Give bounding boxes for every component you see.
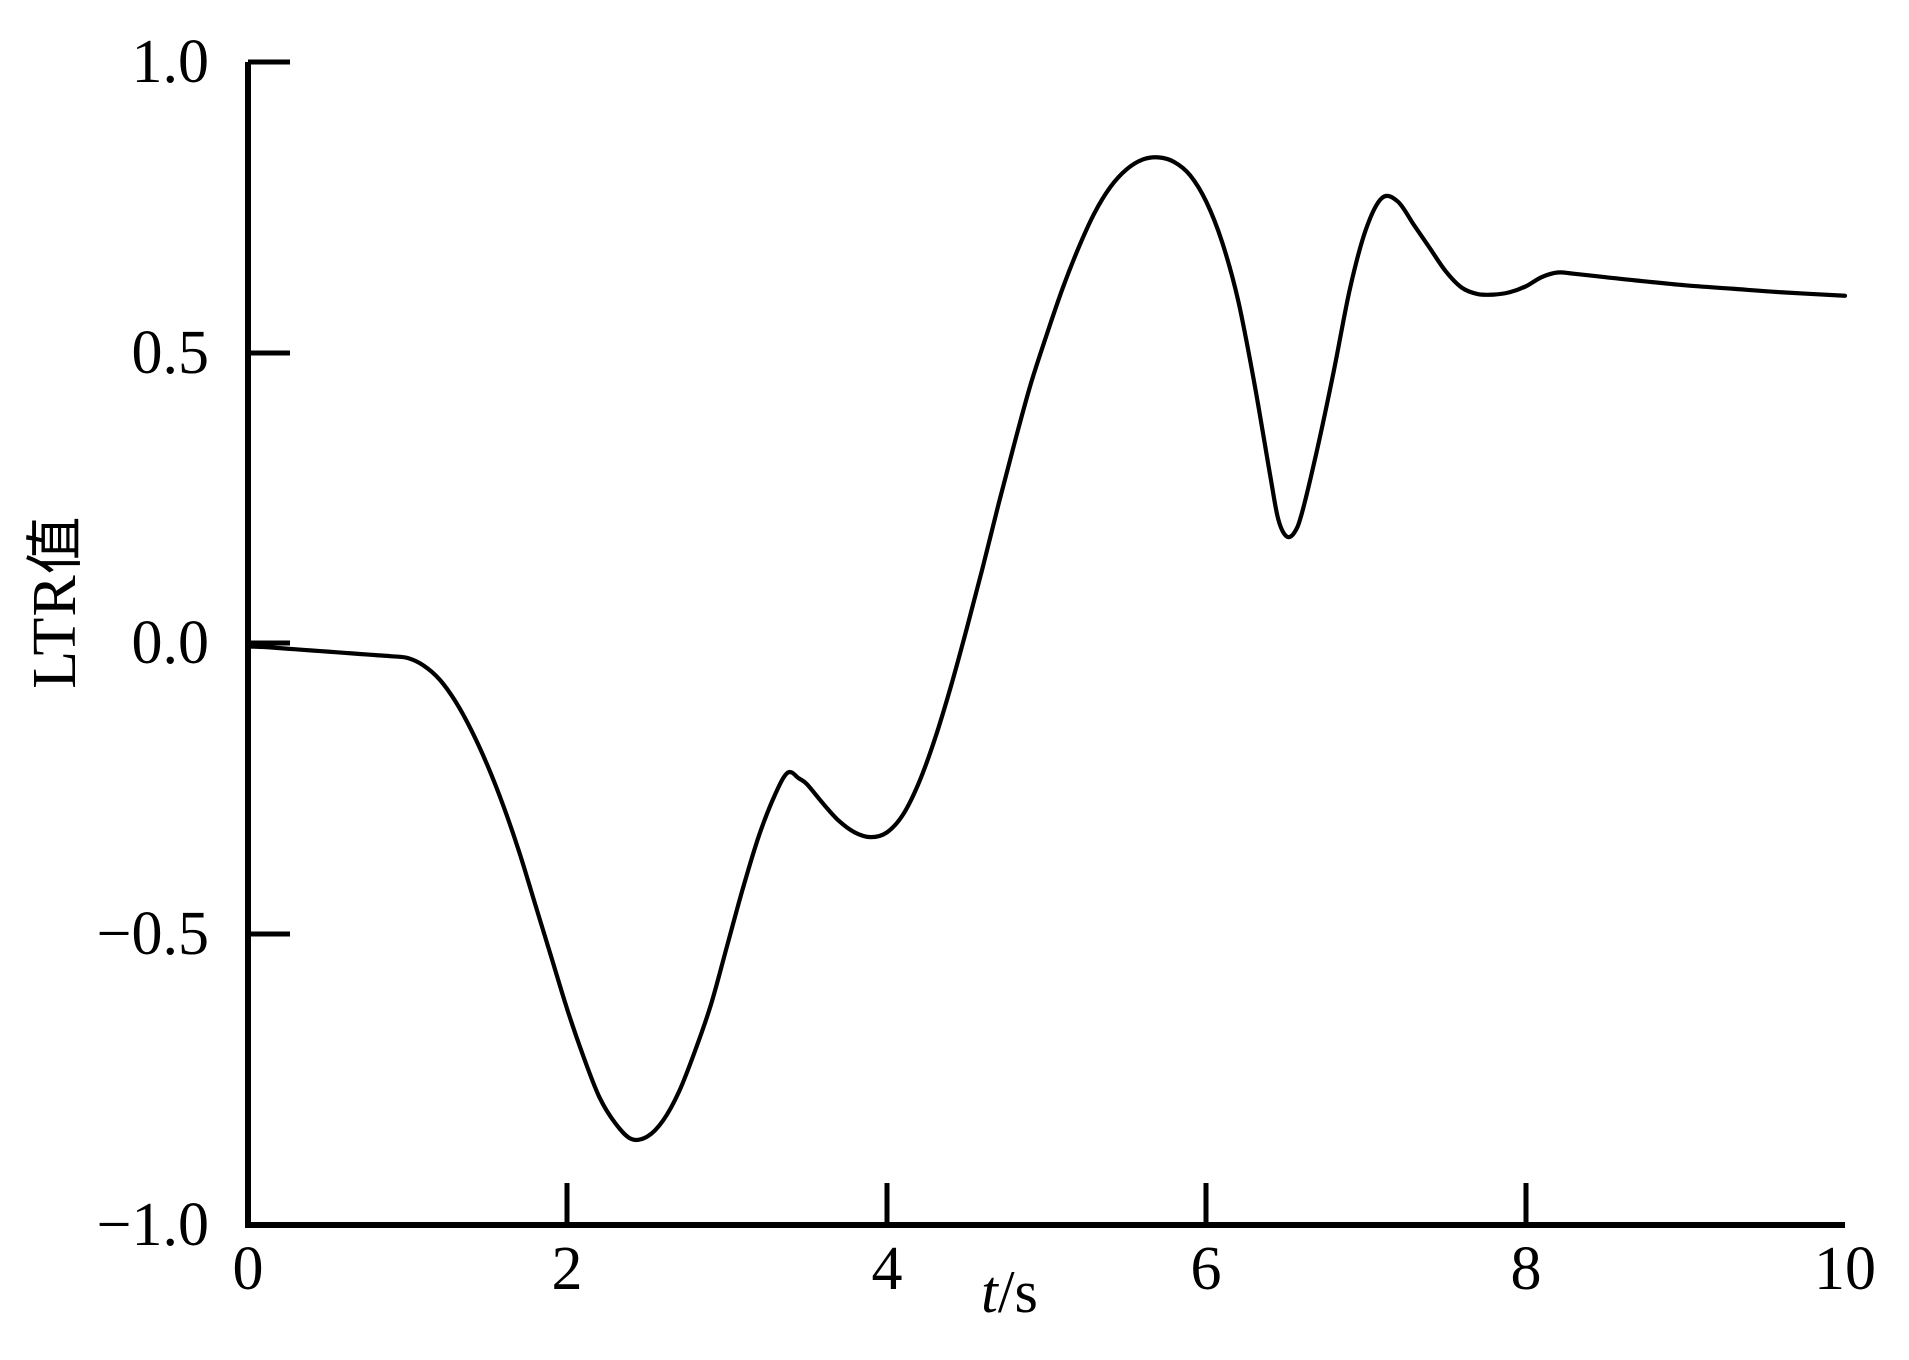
x-axis-label-unit: /s bbox=[997, 1259, 1038, 1325]
y-tick-label-1: 1.0 bbox=[131, 28, 210, 96]
x-tick-label-4: 4 bbox=[871, 1235, 903, 1303]
axis-lines bbox=[245, 62, 1845, 1228]
y-tick-marks bbox=[248, 59, 290, 937]
x-tick-label-0: 0 bbox=[232, 1235, 264, 1303]
x-tick-label-6: 6 bbox=[1190, 1235, 1222, 1303]
x-axis-label: t/s bbox=[0, 1258, 1909, 1327]
data-series-ltr bbox=[245, 155, 1848, 1143]
y-tick-label-m1: −1.0 bbox=[96, 1191, 209, 1259]
x-tick-label-10: 10 bbox=[1814, 1235, 1876, 1303]
x-tick-label-2: 2 bbox=[551, 1235, 583, 1303]
x-axis-label-variable: t bbox=[981, 1259, 998, 1325]
y-tick-label-05: 0.5 bbox=[131, 319, 210, 387]
y-tick-label-00: 0.0 bbox=[131, 609, 210, 677]
x-tick-marks bbox=[564, 1183, 1529, 1225]
x-tick-label-8: 8 bbox=[1510, 1235, 1542, 1303]
y-tick-label-m05: −0.5 bbox=[96, 900, 209, 968]
